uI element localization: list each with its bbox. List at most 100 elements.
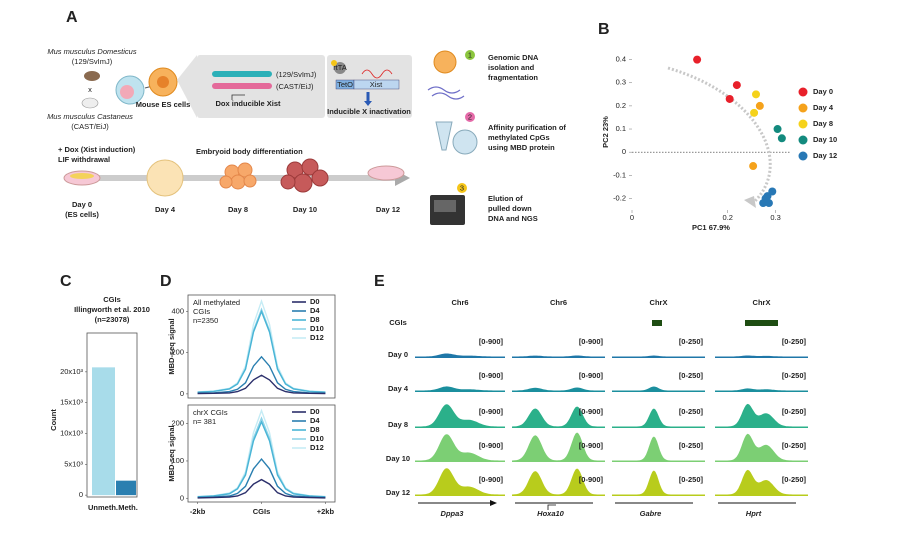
step-text: Elution of: [488, 194, 523, 203]
x-axis-label: PC1 67.9%: [692, 223, 730, 232]
step-circle: [457, 183, 467, 193]
legend-label: D12: [310, 333, 324, 342]
construct-part: Xist: [370, 80, 383, 89]
gene-name: Hprt: [746, 509, 762, 518]
allele: (129/SvImJ): [276, 70, 317, 79]
signal-track: [612, 408, 705, 428]
diagram-shapes: [63, 50, 478, 225]
signal-track: [415, 353, 505, 358]
range-label: [0-900]: [479, 441, 504, 450]
signal-track: [715, 433, 808, 462]
range-label: [0-900]: [579, 371, 604, 380]
cross: x: [88, 85, 92, 94]
plot-frame: [86, 332, 138, 498]
legend-label: D0: [310, 297, 320, 306]
annotation: n=2350: [193, 316, 218, 325]
cgi-label: CGIs: [389, 318, 407, 327]
line: [197, 457, 326, 499]
point: [773, 125, 782, 134]
cgi-box: [652, 320, 662, 326]
day-label: Day 4: [388, 384, 409, 393]
x-tick-label: 0: [630, 213, 634, 222]
range-label: [0-250]: [679, 371, 704, 380]
line: [197, 419, 326, 498]
step-circle: [465, 50, 475, 60]
chart-title: CGIs: [103, 295, 121, 304]
treatment: LIF withdrawal: [58, 155, 110, 164]
day-label: Day 0: [388, 350, 408, 359]
y-tick-label: 200: [171, 419, 184, 428]
y-axis-label: MBD-seq signal: [167, 425, 176, 481]
tss-arrow: [547, 504, 556, 510]
y-tick-label: 100: [171, 456, 184, 465]
signal-track: [512, 406, 605, 428]
timeline-day: Day 10: [293, 205, 317, 214]
signal-track: [612, 470, 705, 496]
legend-label: D4: [310, 306, 320, 315]
gene-name: Hoxa10: [537, 509, 565, 518]
signal-track: [415, 468, 505, 496]
legend-swatch: [798, 87, 808, 97]
range-label: [0-900]: [479, 371, 504, 380]
y-tick-label: 0: [180, 493, 184, 502]
gene-name: Dppa3: [441, 509, 465, 518]
point: [725, 94, 734, 103]
panel-label: C: [60, 273, 72, 290]
construct-title: Dox inducible Xist: [215, 99, 281, 108]
y-tick-label: -0.1: [613, 170, 626, 179]
step-text: Affinity purification of: [488, 123, 566, 132]
construct-title: Inducible X inactivation: [327, 107, 411, 116]
y-tick-label: 0.3: [616, 78, 626, 87]
range-label: [0-900]: [579, 407, 604, 416]
chromosome: ChrX: [650, 298, 668, 307]
chromosome: Chr6: [451, 298, 468, 307]
point: [777, 134, 786, 143]
range-label: [0-900]: [479, 475, 504, 484]
signal-track: [715, 469, 808, 496]
x-tick-label: CGIs: [253, 507, 271, 516]
panel-label: B: [598, 21, 610, 38]
step-number: 3: [460, 183, 464, 192]
y-axis-label: MBD-seq signal: [167, 318, 176, 374]
x-tick-label: 0.2: [723, 213, 733, 222]
signal-track: [715, 388, 808, 392]
strain-name: Mus musculus Domesticus: [47, 47, 136, 56]
panel-label: D: [160, 273, 172, 290]
gene-name: Gabre: [640, 509, 662, 518]
legend-swatch: [798, 135, 808, 145]
y-tick-label: 0: [79, 490, 83, 499]
y-tick-label: 15x10³: [60, 398, 83, 407]
timeline-day: (ES cells): [65, 210, 99, 219]
signal-track: [415, 434, 505, 462]
signal-track: [512, 468, 605, 496]
legend-label: D12: [310, 443, 324, 452]
y-tick-label: 0.4: [616, 55, 626, 64]
y-axis-label: PC2 23%: [601, 116, 610, 148]
y-tick-label: 0.1: [616, 124, 626, 133]
line: [197, 355, 326, 394]
y-tick-label: 200: [171, 348, 184, 357]
point: [755, 101, 764, 110]
line: [197, 309, 326, 393]
timeline-day: Day 4: [155, 205, 176, 214]
signal-track: [612, 386, 705, 392]
x-tick-label: Unmeth.: [88, 503, 118, 512]
y-tick-label: 0: [180, 389, 184, 398]
signal-track: [612, 355, 705, 358]
x-tick-label: -2kb: [190, 507, 206, 516]
legend-label: D8: [310, 315, 320, 324]
legend-label: D10: [310, 324, 324, 333]
step-text: methylated CpGs: [488, 133, 550, 142]
day-label: Day 10: [386, 454, 410, 463]
day-label: Day 8: [388, 420, 408, 429]
signal-track: [415, 404, 505, 428]
range-label: [0-250]: [782, 371, 807, 380]
chart-title: Illingworth et al. 2010: [74, 305, 150, 314]
signal-track: [715, 403, 808, 428]
range-label: [0-900]: [579, 441, 604, 450]
step-text: Genomic DNA: [488, 53, 539, 62]
legend-label: Day 12: [813, 151, 837, 160]
treatment: + Dox (Xist induction): [58, 145, 136, 154]
y-tick-label: 0: [622, 147, 626, 156]
